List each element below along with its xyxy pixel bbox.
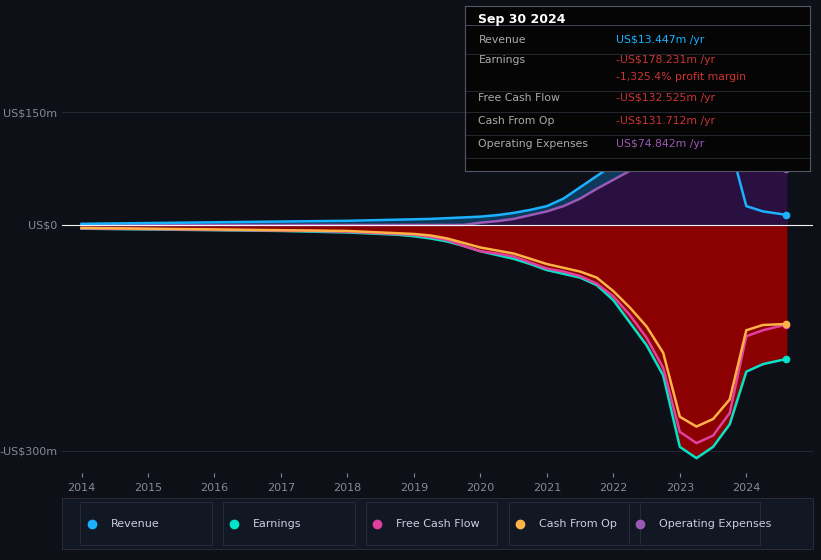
Text: -US$131.712m /yr: -US$131.712m /yr [617, 116, 715, 127]
Text: -US$178.231m /yr: -US$178.231m /yr [617, 55, 715, 65]
Text: Earnings: Earnings [479, 55, 525, 65]
Text: Sep 30 2024: Sep 30 2024 [479, 13, 566, 26]
Text: Operating Expenses: Operating Expenses [479, 139, 589, 150]
Text: Cash From Op: Cash From Op [479, 116, 555, 127]
Text: Revenue: Revenue [479, 35, 526, 45]
Text: Free Cash Flow: Free Cash Flow [396, 519, 479, 529]
Text: US$74.842m /yr: US$74.842m /yr [617, 139, 704, 150]
Text: US$13.447m /yr: US$13.447m /yr [617, 35, 704, 45]
Text: Revenue: Revenue [110, 519, 159, 529]
Text: -1,325.4% profit margin: -1,325.4% profit margin [617, 72, 746, 82]
Text: Earnings: Earnings [253, 519, 301, 529]
Text: Operating Expenses: Operating Expenses [658, 519, 771, 529]
Text: Cash From Op: Cash From Op [539, 519, 617, 529]
Text: -US$132.525m /yr: -US$132.525m /yr [617, 93, 715, 103]
Text: Free Cash Flow: Free Cash Flow [479, 93, 561, 103]
